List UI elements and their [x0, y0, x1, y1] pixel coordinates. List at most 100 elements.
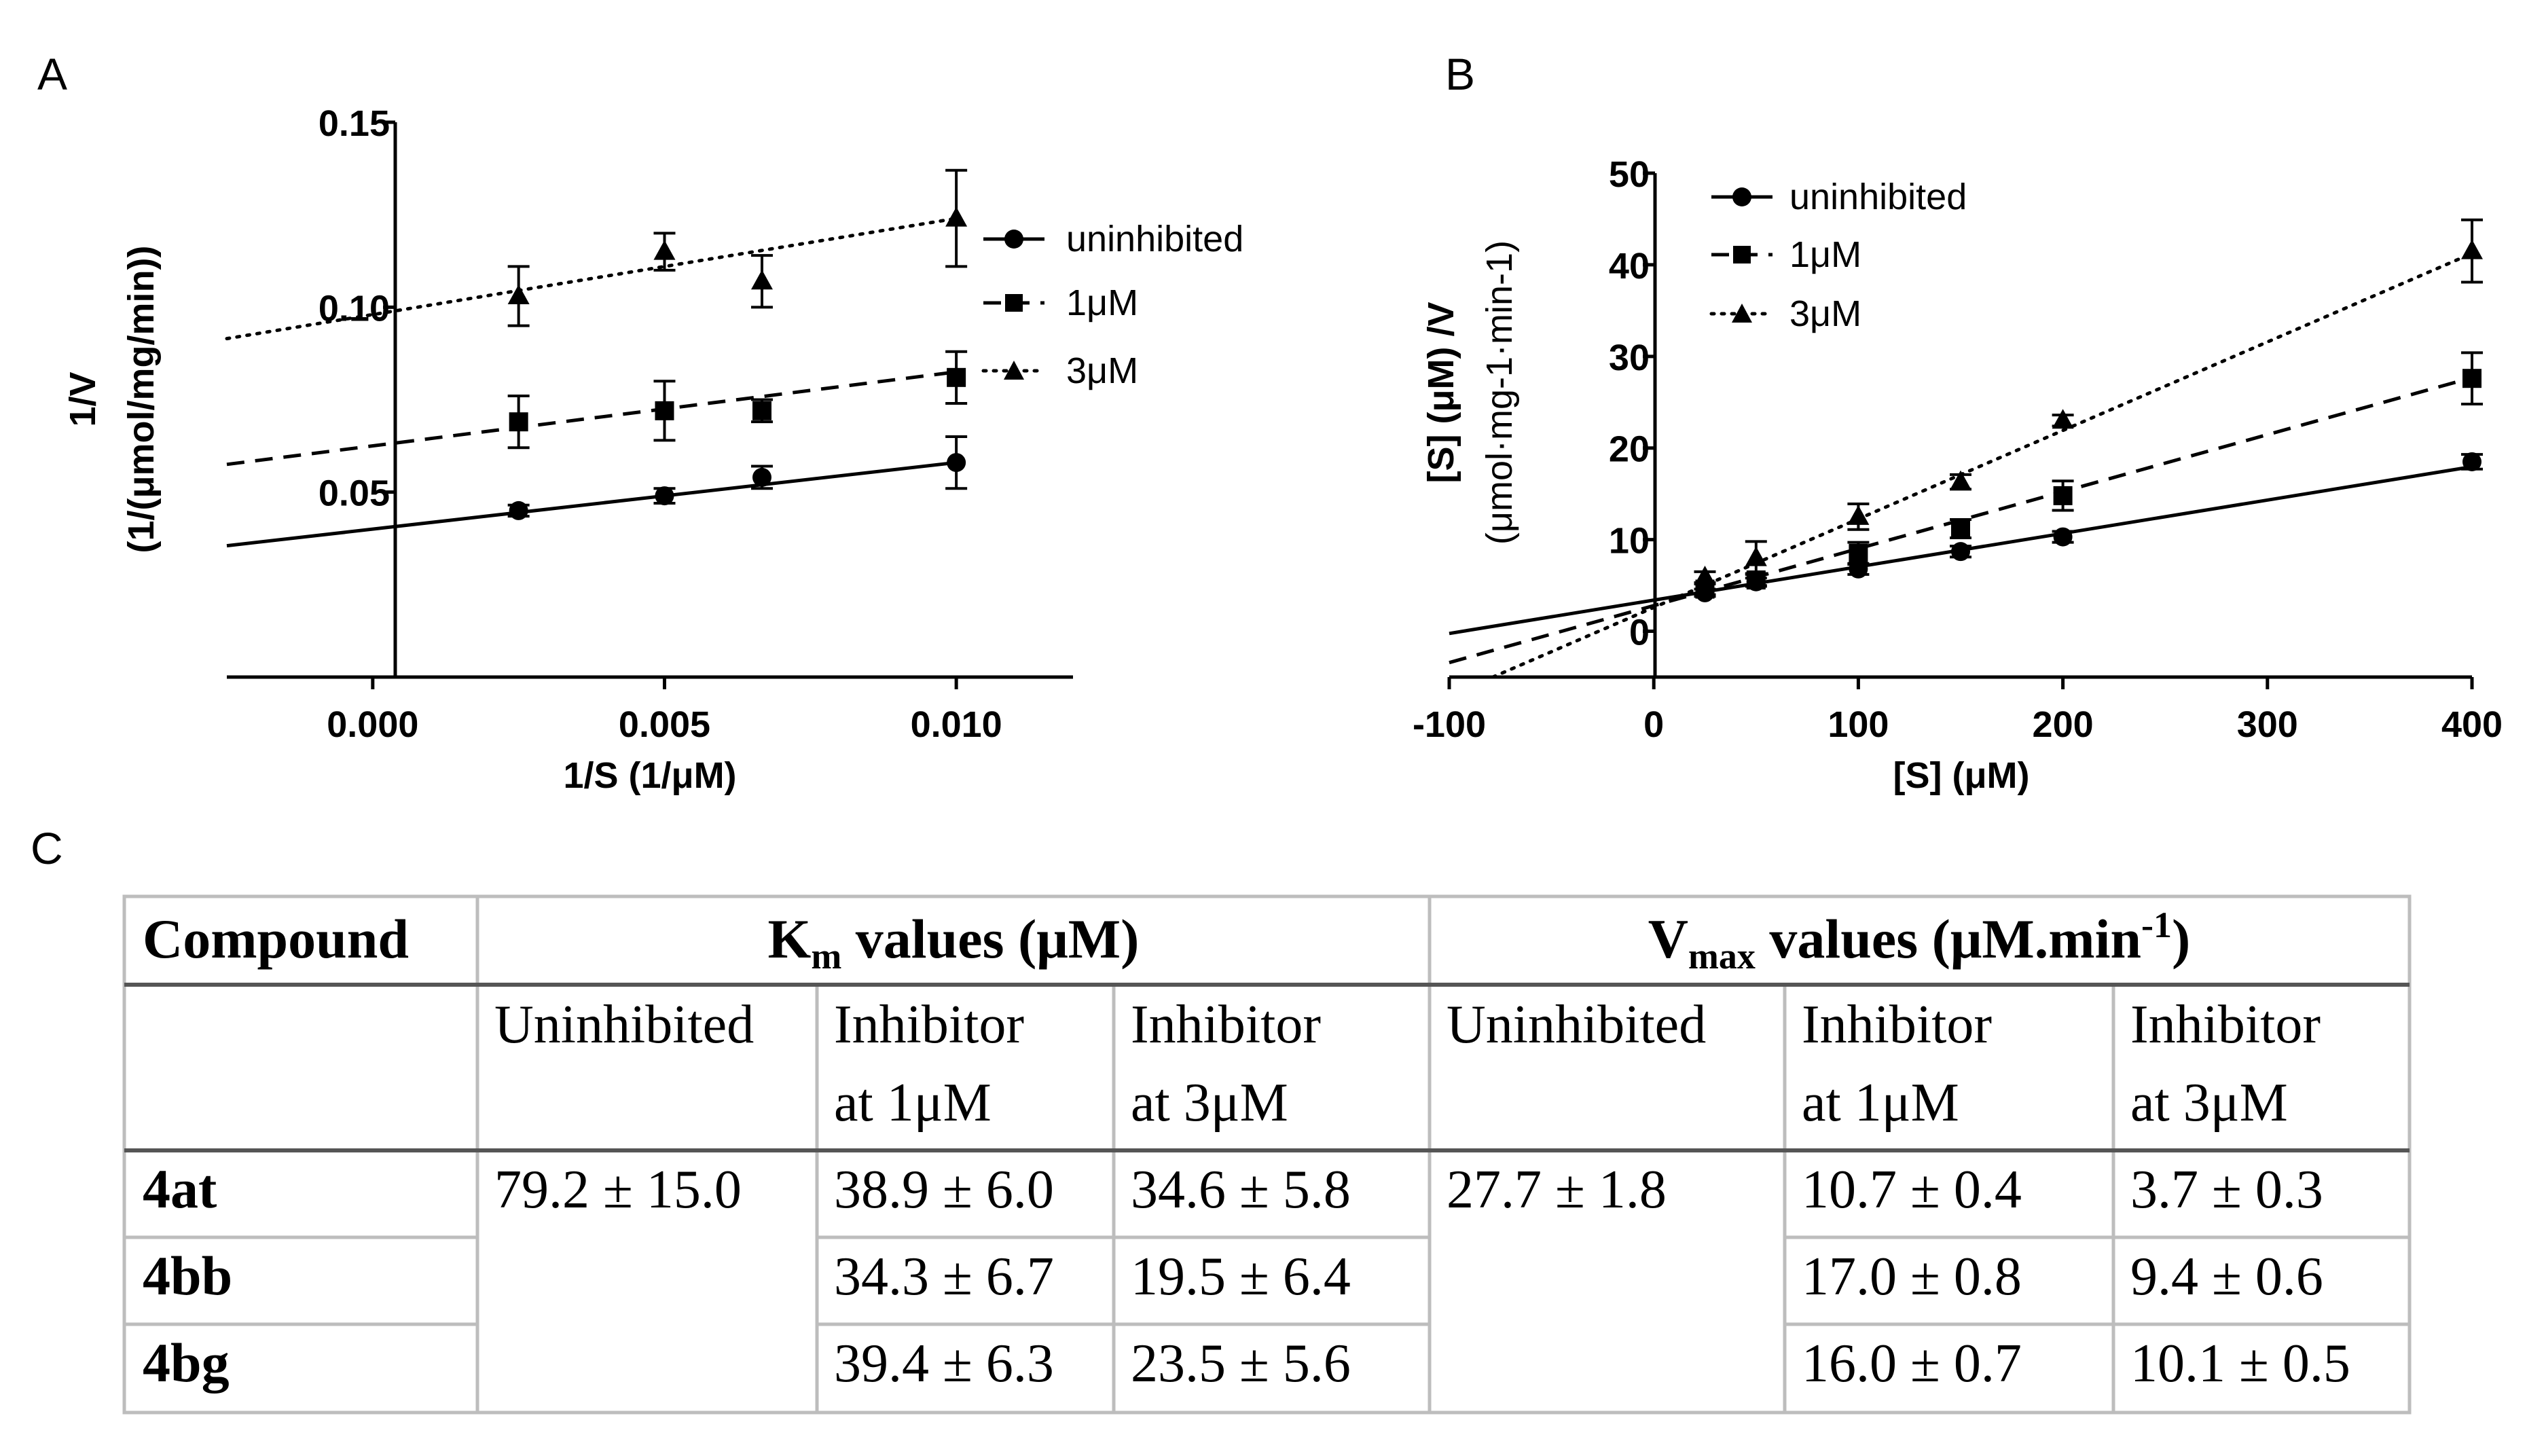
chart-b-x-tick-label: 300 — [2237, 704, 2298, 745]
legend-triangle-marker — [1732, 304, 1752, 323]
chart-b-series-0-point — [1951, 542, 1970, 562]
chart-b-y-tick-label: 40 — [1609, 246, 1650, 287]
chart-b-y-label-line1: [S] (μM) /V — [1421, 302, 1461, 484]
chart-a-legend-label-3um: 3μM — [1066, 350, 1138, 391]
table-row-4bg: 4bg 39.4 ± 6.3 23.5 ± 5.6 16.0 ± 0.7 10.… — [143, 1332, 2350, 1394]
chart-a-y-label: 1/V (1/(μmol/mg/min)) — [62, 245, 162, 553]
chart-b-y-tick-label: 30 — [1609, 338, 1650, 378]
chart-b-points — [1694, 218, 2483, 602]
chart-b-series-2-point — [1950, 470, 1971, 490]
chart-a-legend-item-3um: 3μM — [981, 350, 1138, 391]
table-header-km: Km values (μM) — [768, 908, 1140, 977]
row-km-3um: 34.6 ± 5.8 — [1131, 1160, 1351, 1220]
chart-a-series-1-point — [655, 401, 674, 420]
subheader-km-inhib1-line1: Inhibitor — [834, 995, 1024, 1055]
chart-b-legend-item-uninhibited: uninhibited — [1711, 177, 1967, 217]
chart-b-y-tick-label: 50 — [1609, 154, 1650, 195]
chart-b-y-tick-label: 20 — [1609, 429, 1650, 470]
table-row-4at: 4at 38.9 ± 6.0 34.6 ± 5.8 10.7 ± 0.4 3.7… — [143, 1158, 2323, 1220]
row-compound: 4bb — [143, 1245, 232, 1307]
chart-b-y-tick-label: 10 — [1609, 521, 1650, 562]
chart-a-y-tick-label: 0.05 — [319, 473, 390, 514]
chart-a-series-0-point — [655, 486, 674, 506]
chart-b-y-tick-label: 0 — [1629, 613, 1650, 653]
chart-a-x-tick-label: 0.010 — [911, 704, 1002, 745]
chart-a-series-2-point — [750, 270, 773, 290]
chart-a-y-label-line2: (1/(μmol/mg/min)) — [121, 245, 162, 553]
chart-b-legend: uninhibited 1μM 3μM — [1709, 177, 1967, 334]
chart-a-series-0-point — [752, 467, 771, 487]
chart-a-series-2-point — [653, 240, 676, 260]
chart-a-series-1-point — [752, 401, 771, 420]
chart-b-x-tick-label: 100 — [1828, 704, 1889, 745]
chart-b-series-2-point — [2052, 409, 2074, 429]
chart-b-x-tick-label: 200 — [2033, 704, 2094, 745]
row-vmax-1um: 10.7 ± 0.4 — [1802, 1160, 2022, 1220]
table-row-4bb: 4bb 34.3 ± 6.7 19.5 ± 6.4 17.0 ± 0.8 9.4… — [143, 1245, 2323, 1307]
row-compound: 4bg — [143, 1332, 230, 1394]
chart-a-series-1-point — [509, 412, 528, 432]
chart-b-x-tick-label: 400 — [2441, 704, 2503, 745]
row-vmax-3um: 9.4 ± 0.6 — [2130, 1247, 2323, 1307]
legend-circle-marker — [1004, 230, 1023, 249]
chart-b-ticks: -100 0 100 200 300 400 0 10 20 30 40 50 — [1413, 154, 2503, 745]
chart-b-series-1-point — [2053, 486, 2073, 505]
chart-b-series-1-point — [1951, 519, 1970, 539]
subheader-km-inhib1-line2: at 1μM — [834, 1073, 992, 1133]
chart-b-fit-lines — [1449, 251, 2474, 679]
chart-a-series-2-fit-line — [225, 217, 958, 341]
subheader-km-inhib3-line1: Inhibitor — [1131, 995, 1321, 1055]
chart-a-x-label: 1/S (1/μM) — [563, 755, 736, 796]
row-km-1um: 39.4 ± 6.3 — [834, 1334, 1054, 1394]
chart-b-series-2-point — [1694, 565, 1716, 585]
chart-a-series-0-fit-line — [226, 460, 957, 548]
chart-b-legend-label-3um: 3μM — [1789, 293, 1861, 334]
chart-b-legend-item-3um: 3μM — [1709, 293, 1861, 334]
chart-a-series-1-point — [947, 367, 966, 387]
chart-a-ticks: 0.000 0.005 0.010 0.05 0.10 0.15 — [319, 103, 1002, 745]
row-vmax-1um: 16.0 ± 0.7 — [1802, 1334, 2022, 1394]
row-compound: 4at — [143, 1158, 217, 1220]
chart-b: -100 0 100 200 300 400 0 10 20 30 40 50 [S] (μM) [S… — [1413, 154, 2503, 796]
chart-a: 0.000 0.005 0.010 0.05 0.10 0.15 1/S (1/μM) 1… — [62, 103, 1243, 796]
panel-label-a: A — [37, 49, 67, 99]
legend-triangle-marker — [1004, 361, 1024, 380]
chart-b-legend-label-1um: 1μM — [1789, 234, 1861, 275]
kinetics-table: Compound Km values (μM) Vmax values (μM.… — [122, 894, 2412, 1415]
legend-circle-marker — [1732, 187, 1751, 206]
chart-b-series-2-point — [1847, 505, 1870, 525]
table-header-compound: Compound — [143, 908, 409, 970]
legend-square-marker — [1005, 294, 1023, 312]
chart-b-y-label: [S] (μM) /V (μmol·mg-1·min-1) — [1421, 240, 1520, 545]
table-subheader: Uninhibited Inhibitor at 1μM Inhibitor a… — [494, 995, 2321, 1133]
chart-b-legend-item-1um: 1μM — [1711, 234, 1861, 275]
table-header-vmax: Vmax values (μM.min-1) — [1648, 905, 2191, 977]
chart-a-legend-item-uninhibited: uninhibited — [983, 219, 1243, 259]
chart-b-series-2-fit-line — [1491, 251, 2474, 679]
chart-b-series-0-point — [2053, 527, 2073, 547]
chart-a-series-2-point — [945, 206, 968, 227]
chart-a-legend-item-1um: 1μM — [983, 283, 1138, 323]
chart-a-series-1-fit-line — [226, 370, 957, 467]
subheader-vmax-inhib1-line2: at 1μM — [1802, 1073, 1959, 1133]
row-km-3um: 19.5 ± 6.4 — [1131, 1247, 1351, 1307]
subheader-vmax-uninhibited: Uninhibited — [1447, 995, 1706, 1055]
chart-b-series-1-point — [1849, 543, 1868, 563]
chart-b-series-2-point — [2461, 239, 2483, 259]
panel-label-c: C — [31, 823, 63, 873]
row-vmax-3um: 3.7 ± 0.3 — [2130, 1160, 2323, 1220]
subheader-vmax-inhib3-line2: at 3μM — [2130, 1073, 2288, 1133]
chart-a-legend-label-1um: 1μM — [1066, 283, 1138, 323]
row-km-1um: 34.3 ± 6.7 — [834, 1247, 1054, 1307]
chart-a-legend-label-uninhibited: uninhibited — [1066, 219, 1243, 259]
chart-a-series-0-point — [509, 500, 528, 520]
chart-a-legend: uninhibited 1μM 3μM — [981, 219, 1243, 391]
chart-a-series-0-point — [947, 453, 966, 473]
subheader-vmax-inhib1-line1: Inhibitor — [1802, 995, 1992, 1055]
table-grid — [122, 894, 2412, 1415]
chart-a-y-tick-label: 0.10 — [319, 288, 390, 329]
chart-a-series-2-point — [507, 284, 530, 304]
row-km-1um: 38.9 ± 6.0 — [834, 1160, 1054, 1220]
row-vmax-1um: 17.0 ± 0.8 — [1802, 1247, 2022, 1307]
chart-b-series-0-point — [2462, 452, 2481, 471]
